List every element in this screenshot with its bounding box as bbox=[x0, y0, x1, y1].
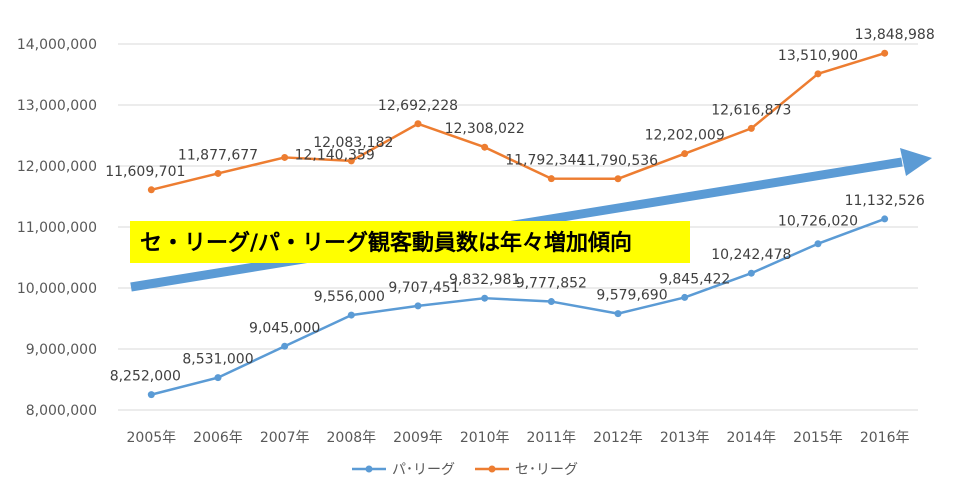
data-point bbox=[547, 298, 555, 306]
data-point bbox=[414, 120, 422, 128]
data-point bbox=[281, 153, 289, 161]
x-tick-label: 2007年 bbox=[260, 430, 310, 446]
x-tick-label: 2013年 bbox=[660, 430, 710, 446]
data-point bbox=[814, 70, 822, 78]
data-label: 8,531,000 bbox=[182, 352, 253, 368]
legend-swatch-marker bbox=[488, 465, 496, 473]
data-label: 12,692,228 bbox=[378, 98, 458, 114]
legend: パ･リーグ セ･リーグ bbox=[352, 462, 578, 478]
trend-arrow-head bbox=[900, 148, 932, 176]
y-tick-label: 13,000,000 bbox=[17, 98, 97, 114]
data-label: 9,707,451 bbox=[388, 280, 459, 296]
data-point bbox=[614, 310, 622, 318]
legend-label: パ･リーグ bbox=[392, 462, 455, 478]
data-label: 10,726,020 bbox=[778, 214, 858, 230]
data-label: 11,790,536 bbox=[578, 153, 658, 169]
data-label: 13,848,988 bbox=[855, 27, 935, 43]
data-label: 12,140,359 bbox=[295, 147, 375, 163]
y-axis-ticks: 8,000,000 9,000,000 10,000,000 11,000,000 12… bbox=[17, 37, 97, 419]
x-tick-label: 2014年 bbox=[727, 430, 777, 446]
data-point bbox=[747, 269, 755, 277]
x-tick-label: 2015年 bbox=[793, 430, 843, 446]
data-label: 12,308,022 bbox=[445, 121, 525, 137]
x-tick-label: 2010年 bbox=[460, 430, 510, 446]
x-tick-label: 2008年 bbox=[327, 430, 377, 446]
annotation-background bbox=[130, 221, 690, 263]
data-point bbox=[347, 157, 355, 165]
x-tick-label: 2011年 bbox=[527, 430, 577, 446]
y-tick-label: 14,000,000 bbox=[17, 37, 97, 53]
data-label: 11,609,701 bbox=[105, 164, 185, 180]
data-point bbox=[681, 150, 689, 158]
data-point bbox=[881, 215, 889, 223]
series-line-1 bbox=[151, 52, 886, 192]
data-point bbox=[547, 175, 555, 183]
data-point bbox=[147, 391, 155, 399]
series-line-0 bbox=[151, 217, 886, 396]
x-tick-label: 2012年 bbox=[593, 430, 643, 446]
data-point bbox=[347, 311, 355, 319]
series-lines bbox=[147, 49, 889, 399]
x-axis-ticks: 2005年 2006年 2007年 2008年 2009年 2010年 2011年 2012年… bbox=[127, 430, 910, 446]
data-point bbox=[681, 293, 689, 301]
data-point bbox=[614, 175, 622, 183]
data-point bbox=[214, 169, 222, 177]
y-tick-label: 9,000,000 bbox=[26, 342, 97, 358]
data-point bbox=[747, 124, 755, 132]
data-point bbox=[414, 302, 422, 310]
y-tick-label: 10,000,000 bbox=[17, 281, 97, 297]
legend-label: セ･リーグ bbox=[515, 462, 578, 478]
data-label: 9,832,981 bbox=[449, 272, 520, 288]
data-point bbox=[481, 294, 489, 302]
data-point bbox=[214, 374, 222, 382]
data-label: 9,556,000 bbox=[314, 289, 385, 305]
x-tick-label: 2016年 bbox=[860, 430, 910, 446]
data-label: 9,579,690 bbox=[596, 288, 667, 304]
data-label: 9,845,422 bbox=[659, 271, 730, 287]
y-tick-label: 8,000,000 bbox=[26, 403, 97, 419]
y-tick-label: 12,000,000 bbox=[17, 159, 97, 175]
data-label: 11,132,526 bbox=[845, 193, 925, 209]
data-label: 13,510,900 bbox=[778, 48, 858, 64]
data-label: 12,202,009 bbox=[645, 128, 725, 144]
data-label: 8,252,000 bbox=[110, 369, 181, 385]
annotation-banner: セ・リーグ/パ・リーグ観客動員数は年々増加傾向 bbox=[130, 221, 690, 263]
data-label: 11,792,344 bbox=[505, 153, 585, 169]
y-tick-label: 11,000,000 bbox=[17, 220, 97, 236]
data-label: 9,045,000 bbox=[249, 320, 320, 336]
data-label: 12,083,182 bbox=[313, 135, 393, 151]
data-label: 11,877,677 bbox=[178, 147, 258, 163]
x-tick-label: 2005年 bbox=[127, 430, 177, 446]
data-point bbox=[881, 49, 889, 57]
data-label: 9,777,852 bbox=[516, 276, 587, 292]
x-tick-label: 2009年 bbox=[393, 430, 443, 446]
data-point bbox=[814, 240, 822, 248]
data-point bbox=[147, 186, 155, 194]
legend-swatch-marker bbox=[365, 465, 373, 473]
data-label: 12,616,873 bbox=[711, 102, 791, 118]
data-label: 10,242,478 bbox=[711, 247, 791, 263]
x-tick-label: 2006年 bbox=[193, 430, 243, 446]
data-point bbox=[281, 342, 289, 350]
annotation-text: セ・リーグ/パ・リーグ観客動員数は年々増加傾向 bbox=[140, 230, 632, 256]
data-point bbox=[481, 143, 489, 151]
